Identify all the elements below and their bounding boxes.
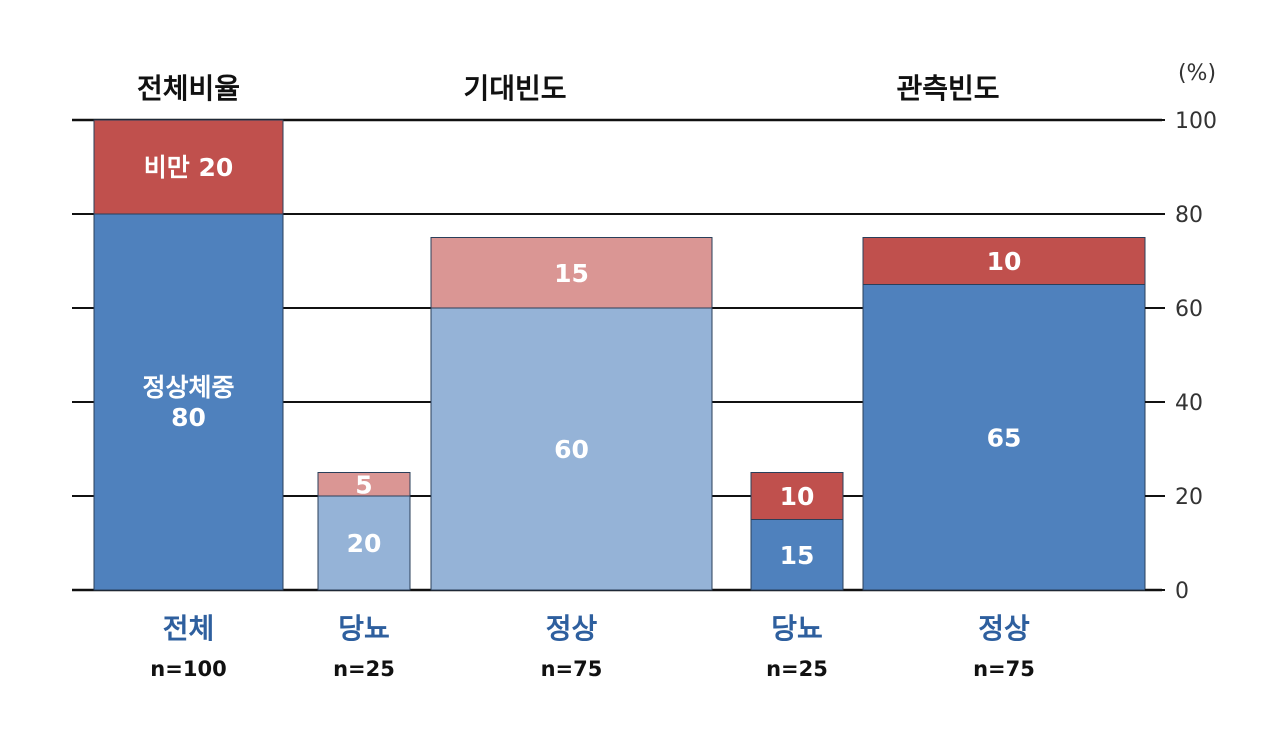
y-tick-label: 60 [1175, 297, 1203, 322]
data-label: 정상체중 [142, 373, 234, 402]
data-label: 15 [554, 259, 589, 288]
category-label: 정상 [546, 612, 598, 645]
data-label: 65 [987, 423, 1022, 452]
data-label: 10 [780, 482, 815, 511]
bar-segment [317, 472, 411, 497]
data-label: 20 [347, 529, 382, 558]
sample-size-label: n=25 [766, 657, 828, 681]
data-label: 비만 20 [144, 153, 234, 182]
bar-segment [750, 519, 844, 591]
y-tick-label: 100 [1175, 109, 1217, 134]
group-title: 전체비율 [137, 72, 240, 105]
y-unit-label: (%) [1178, 61, 1216, 86]
category-label: 전체 [163, 612, 215, 645]
y-axis: 0 20 40 60 80 100 [1145, 109, 1217, 604]
sample-size-label: n=25 [333, 657, 395, 681]
data-label: 80 [171, 403, 206, 432]
data-label: 10 [987, 247, 1022, 276]
category-label: 당뇨 [771, 612, 823, 645]
category-label: 정상 [978, 612, 1030, 645]
bar-segment [430, 307, 713, 591]
y-tick-label: 40 [1175, 391, 1203, 416]
y-tick-label: 0 [1175, 579, 1189, 604]
y-tick-label: 80 [1175, 203, 1203, 228]
sample-size-label: n=75 [541, 657, 603, 681]
category-labels: 전체 n=100 당뇨 n=25 정상 n=75 당뇨 n=25 정상 n=75 [150, 612, 1035, 681]
sample-size-label: n=100 [150, 657, 226, 681]
bar-segment [317, 495, 411, 591]
bar-segment [93, 119, 284, 215]
sample-size-label: n=75 [973, 657, 1035, 681]
group-titles: 전체비율 기대빈도 관측빈도 [137, 72, 1000, 105]
data-label: 60 [554, 435, 589, 464]
group-title: 관측빈도 [896, 72, 999, 105]
bar-segment [862, 237, 1146, 285]
bar-segment [430, 237, 713, 309]
bar-segment [750, 472, 844, 520]
data-label: 15 [780, 541, 815, 570]
category-label: 당뇨 [338, 612, 390, 645]
y-tick-label: 20 [1175, 485, 1203, 510]
bar-segment [93, 213, 284, 591]
data-label: 5 [355, 470, 372, 499]
group-title: 기대빈도 [463, 72, 566, 105]
